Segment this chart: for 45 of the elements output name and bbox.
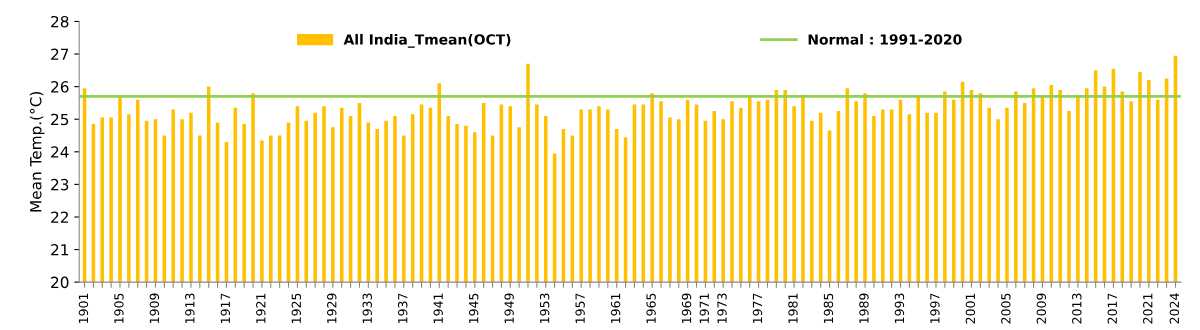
- y-tick-label: 20: [51, 276, 69, 289]
- y-tick-label: 26: [51, 81, 69, 93]
- x-tick-label: 1929: [327, 293, 337, 324]
- legend-label: All India_Tmean(OCT): [343, 33, 511, 48]
- y-tick-label: 21: [51, 244, 69, 256]
- x-tick-label: 1921: [256, 293, 266, 324]
- x-tick-label: 2005: [1001, 293, 1011, 324]
- x-tick-label: 2009: [1036, 293, 1047, 324]
- y-tick-label: 27: [51, 48, 69, 60]
- x-tick-label: 2017: [1107, 293, 1118, 324]
- y-tick-label: 23: [51, 178, 69, 191]
- y-axis-title: Mean Temp.(°C): [29, 91, 45, 212]
- x-tick-label: 1971: [699, 293, 710, 324]
- x-tick-label: 1965: [646, 293, 656, 324]
- x-tick-label: 2001: [965, 293, 976, 324]
- x-tick-label: 1973: [717, 293, 727, 324]
- x-tick-label: 2024: [1169, 293, 1180, 324]
- x-tick-label: 1981: [788, 293, 798, 324]
- x-tick-label: 1901: [78, 293, 89, 324]
- annotation: Normal : 1991-2020: [808, 33, 962, 45]
- x-tick-label: 1977: [752, 293, 763, 324]
- x-tick-label: 1941: [433, 293, 443, 324]
- x-tick-label: 1905: [114, 293, 124, 324]
- y-tick-label: 24: [51, 146, 69, 158]
- x-tick-label: 2013: [1072, 293, 1082, 324]
- x-tick-label: 1997: [930, 293, 940, 324]
- x-tick-label: 1957: [575, 293, 585, 324]
- x-tick-label: 1925: [291, 293, 302, 324]
- x-tick-label: 1953: [539, 293, 550, 324]
- x-tick-label: 2021: [1143, 293, 1153, 324]
- x-tick-label: 1949: [504, 293, 514, 324]
- x-tick-label: 1933: [362, 293, 372, 324]
- x-tick-label: 1961: [610, 293, 621, 324]
- x-tick-label: 1985: [823, 293, 834, 324]
- x-tick-label: 1913: [185, 293, 195, 324]
- y-tick-label: 22: [51, 211, 68, 223]
- x-tick-label: 1909: [149, 293, 160, 324]
- x-tick-label: 1993: [894, 293, 905, 324]
- x-tick-label: 1917: [220, 293, 231, 324]
- x-tick-label: 1969: [681, 293, 692, 324]
- x-tick-label: 1989: [859, 293, 869, 324]
- x-tick-label: 1945: [468, 293, 479, 324]
- y-tick-label: 25: [51, 113, 69, 126]
- x-tick-label: 1937: [398, 293, 408, 324]
- y-tick-label: 28: [51, 15, 69, 28]
